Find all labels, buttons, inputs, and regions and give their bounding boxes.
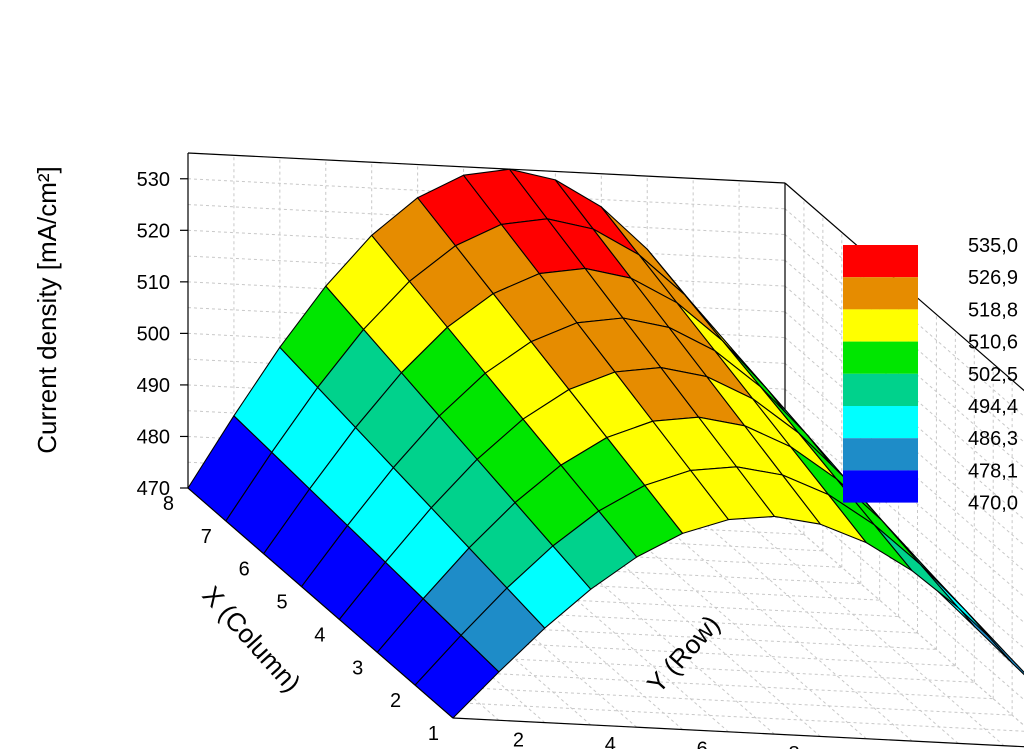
grid-line bbox=[784, 414, 1024, 624]
legend-swatch bbox=[843, 438, 918, 471]
z-tick-label: 500 bbox=[137, 323, 170, 345]
grid-line bbox=[320, 602, 918, 634]
legend-level-label: 535,0 bbox=[968, 235, 1018, 257]
z-tick-label: 470 bbox=[137, 478, 170, 500]
grid-line bbox=[187, 229, 786, 261]
grid-line bbox=[784, 466, 1024, 675]
grid-line bbox=[206, 503, 804, 535]
legend-swatch bbox=[843, 277, 918, 310]
grid-line bbox=[463, 501, 729, 733]
grid-line bbox=[187, 178, 786, 210]
y-tick-label: 8 bbox=[788, 743, 799, 749]
z-tick-label: 520 bbox=[137, 220, 170, 242]
y-tick-label: 10 bbox=[880, 748, 902, 749]
z-tick-label: 480 bbox=[137, 426, 170, 448]
z-tick-label: 510 bbox=[137, 272, 170, 294]
legend-swatch bbox=[843, 470, 918, 503]
grid-line bbox=[784, 440, 1024, 649]
legend-swatch bbox=[843, 245, 918, 278]
legend-level-label: 478,1 bbox=[968, 460, 1018, 482]
grid-line bbox=[784, 517, 1024, 727]
color-legend: 535,0 526,9 518,8 510,6 502,5 494,4 486,3 478,1… bbox=[843, 235, 1018, 515]
y-tick-label: 4 bbox=[605, 734, 616, 749]
grid-line bbox=[301, 586, 899, 618]
grid-line bbox=[738, 515, 1005, 747]
axis-ticks: 470480490500510520530123456782468101214 bbox=[137, 169, 903, 749]
legend-swatch bbox=[843, 373, 918, 406]
grid-line bbox=[434, 701, 1024, 732]
frame-edge bbox=[187, 152, 786, 184]
legend-level-label: 470,0 bbox=[968, 493, 1018, 515]
x-tick-label: 3 bbox=[352, 657, 363, 679]
legend-swatch bbox=[843, 406, 918, 439]
grid-line bbox=[339, 618, 937, 650]
z-tick-label: 530 bbox=[137, 169, 170, 191]
grid-line bbox=[225, 520, 823, 552]
x-tick-label: 8 bbox=[163, 493, 174, 515]
grid-line bbox=[646, 510, 913, 742]
grid-line bbox=[600, 508, 867, 740]
grid-line bbox=[784, 491, 1024, 701]
legend-swatch bbox=[843, 309, 918, 342]
z-tick-label: 490 bbox=[137, 375, 170, 397]
grid-line bbox=[187, 204, 786, 236]
grid-line bbox=[187, 255, 786, 287]
y-tick-label: 6 bbox=[697, 739, 708, 749]
z-axis-label: Current density [mA/cm²] bbox=[32, 166, 62, 454]
x-tick-label: 1 bbox=[428, 723, 439, 745]
grid-line bbox=[263, 553, 861, 585]
x-tick-label: 7 bbox=[201, 526, 212, 548]
surface-facet bbox=[873, 524, 959, 609]
grid-line bbox=[509, 503, 775, 735]
surface-plot bbox=[187, 168, 1024, 719]
grid-line bbox=[415, 684, 1013, 716]
legend-level-label: 518,8 bbox=[968, 299, 1018, 321]
grid-line bbox=[396, 668, 994, 700]
grid-line bbox=[784, 388, 1024, 598]
legend-level-label: 502,5 bbox=[968, 364, 1018, 386]
grid-line bbox=[377, 651, 975, 683]
legend-level-label: 486,3 bbox=[968, 428, 1018, 450]
y-tick-label: 2 bbox=[513, 729, 524, 749]
x-tick-label: 5 bbox=[276, 592, 287, 614]
x-axis-label: X (Column) bbox=[197, 580, 307, 698]
frame-edge bbox=[452, 717, 1024, 748]
x-tick-label: 2 bbox=[390, 690, 401, 712]
surface-facet bbox=[965, 610, 1024, 676]
grid-line bbox=[244, 536, 842, 568]
grid-line bbox=[282, 569, 880, 601]
x-tick-label: 4 bbox=[314, 624, 325, 646]
legend-level-label: 510,6 bbox=[968, 332, 1018, 354]
legend-level-label: 494,4 bbox=[968, 396, 1018, 418]
grid-line bbox=[358, 635, 956, 667]
legend-level-label: 526,9 bbox=[968, 267, 1018, 289]
x-tick-label: 6 bbox=[239, 559, 250, 581]
legend-swatch bbox=[843, 341, 918, 374]
